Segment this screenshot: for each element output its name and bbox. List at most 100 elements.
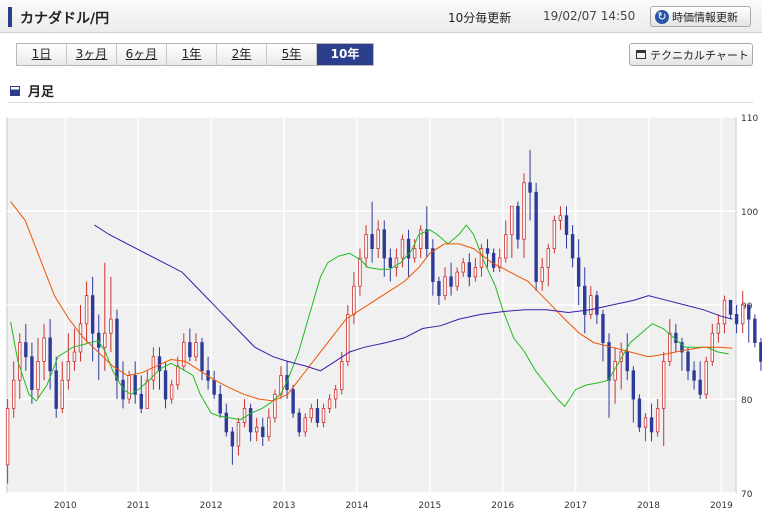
candle-body — [30, 356, 34, 391]
candle-body — [133, 375, 137, 395]
candle-body — [692, 370, 696, 381]
candle-body — [321, 407, 326, 423]
x-tick-label: 2017 — [564, 501, 587, 511]
tab-1y[interactable]: 1年 — [167, 44, 217, 65]
candle-body — [66, 360, 71, 381]
candle-body — [601, 313, 605, 343]
candle-body — [388, 257, 393, 268]
refresh-button-label: 時価情報更新 — [672, 10, 738, 24]
candle-body — [11, 379, 16, 409]
candle-body — [734, 313, 739, 325]
candle-body — [522, 182, 526, 240]
candle-body — [115, 318, 119, 381]
candle-body — [649, 417, 654, 433]
candle-body — [576, 257, 581, 287]
x-tick-label: 2019 — [710, 501, 733, 511]
candle-body — [753, 318, 757, 344]
period-tabs: 1日 3ヶ月 6ヶ月 1年 2年 5年 10年 — [16, 43, 374, 66]
candle-body — [376, 229, 380, 250]
candle-body — [583, 285, 587, 315]
candle-body — [431, 248, 435, 282]
candle-body — [285, 375, 289, 391]
candle-body — [297, 412, 301, 433]
candle-body — [364, 234, 368, 259]
candle-body — [467, 262, 472, 278]
candle-body — [747, 304, 751, 320]
candle-body — [686, 351, 690, 372]
candle-body — [36, 360, 40, 390]
candle-body — [534, 191, 538, 282]
update-frequency: 10分毎更新 — [448, 11, 512, 25]
candle-body — [340, 360, 344, 390]
candle-body — [182, 342, 186, 367]
candle-body — [473, 266, 478, 278]
candle-body — [497, 257, 502, 268]
candle-body — [218, 393, 222, 414]
candle-body — [625, 351, 629, 372]
candle-body — [419, 229, 423, 250]
tab-1d[interactable]: 1日 — [17, 44, 67, 65]
candle-body — [668, 332, 672, 362]
tab-5y[interactable]: 5年 — [267, 44, 317, 65]
candle-body — [394, 257, 399, 268]
chart-section-icon — [10, 85, 20, 96]
x-tick-label: 2011 — [127, 501, 150, 511]
candle-body — [169, 384, 174, 400]
candle-body — [425, 229, 429, 250]
candle-body — [109, 318, 113, 334]
candle-body — [716, 323, 721, 334]
candle-body — [72, 351, 77, 362]
candle-body — [42, 337, 46, 362]
candle-body — [449, 276, 453, 287]
candle-body — [382, 229, 386, 259]
candle-body — [176, 365, 180, 386]
top-bar: カナダドル/円 10分毎更新 19/02/07 14:50 ↻ 時価情報更新 — [0, 0, 762, 33]
candle-body — [485, 248, 490, 254]
candle-body — [443, 276, 447, 296]
candle-body — [662, 360, 666, 409]
candle-body — [90, 295, 95, 334]
tab-10y[interactable]: 10年 — [317, 44, 373, 65]
tab-2y[interactable]: 2年 — [217, 44, 267, 65]
x-tick-label: 2014 — [345, 501, 368, 511]
candle-body — [412, 248, 417, 259]
candle-body — [437, 281, 441, 297]
tab-6m[interactable]: 6ヶ月 — [117, 44, 167, 65]
timestamp: 19/02/07 14:50 — [543, 9, 636, 23]
candle-body — [194, 342, 198, 358]
candle-body — [704, 360, 708, 395]
refresh-button[interactable]: ↻ 時価情報更新 — [650, 6, 751, 27]
candle-body — [291, 389, 295, 414]
candle-body — [303, 417, 307, 433]
moving-average-line — [10, 224, 729, 421]
candle-body — [84, 295, 89, 325]
y-tick-label: 100 — [741, 208, 758, 218]
y-tick-label: 80 — [741, 396, 753, 406]
candle-body — [740, 304, 745, 325]
candle-body — [145, 379, 150, 409]
y-tick-label: 90 — [741, 302, 753, 312]
candle-body — [406, 238, 411, 259]
candle-body — [236, 422, 241, 447]
candle-body — [552, 219, 557, 249]
section-header: 月足 — [10, 81, 54, 100]
candle-body — [698, 379, 702, 395]
candle-body — [54, 370, 58, 409]
candle-body — [558, 215, 563, 221]
tab-3m[interactable]: 3ヶ月 — [67, 44, 117, 65]
candle-body — [607, 342, 611, 381]
technical-chart-button[interactable]: テクニカルチャート — [629, 43, 753, 66]
candle-body — [261, 426, 265, 438]
candle-body — [680, 342, 684, 353]
candle-body — [163, 370, 168, 400]
candle-body — [333, 389, 338, 400]
candle-body — [200, 342, 204, 372]
candle-body — [188, 342, 192, 358]
candle-body — [674, 332, 678, 344]
technical-chart-label: テクニカルチャート — [650, 48, 749, 62]
candle-body — [78, 323, 83, 353]
candle-body — [230, 431, 235, 447]
candle-body — [24, 342, 28, 358]
candle-body — [759, 342, 762, 362]
candle-body — [540, 266, 544, 282]
